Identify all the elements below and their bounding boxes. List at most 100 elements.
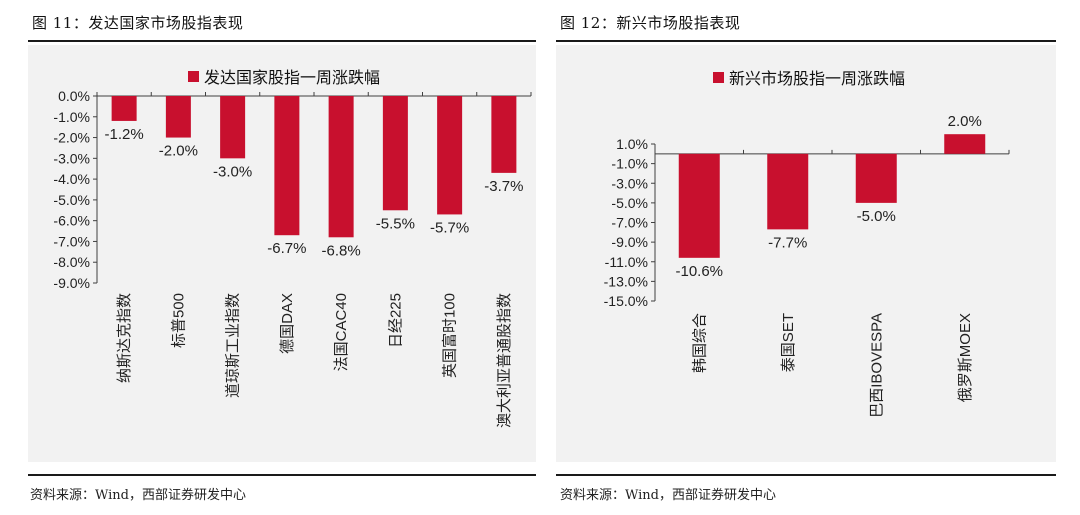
svg-text:俄罗斯MOEX: 俄罗斯MOEX bbox=[956, 313, 974, 402]
left-source-note: 资料来源：Wind，西部证券研发中心 bbox=[30, 488, 246, 503]
bar bbox=[855, 153, 897, 203]
svg-text:纳斯达克指数: 纳斯达克指数 bbox=[115, 293, 133, 383]
svg-text:巴西IBOVESPA: 巴西IBOVESPA bbox=[867, 313, 885, 418]
category-label-cjk: 德国 bbox=[278, 324, 296, 354]
category-label-latin: SET bbox=[780, 313, 797, 342]
legend-label: 新兴市场股指一周涨跌幅 bbox=[729, 69, 905, 88]
category-label-cjk: 泰国 bbox=[779, 342, 797, 372]
bar bbox=[437, 96, 463, 215]
y-tick-label: -5.0% bbox=[611, 195, 648, 211]
bar bbox=[111, 96, 137, 121]
svg-text:英国富时100: 英国富时100 bbox=[441, 293, 459, 378]
svg-text:泰国SET: 泰国SET bbox=[779, 313, 797, 372]
right-title-rule bbox=[556, 40, 1056, 42]
data-label: -3.7% bbox=[484, 178, 523, 195]
y-tick-label: -8.0% bbox=[53, 254, 90, 270]
category-label: 俄罗斯MOEX bbox=[956, 313, 974, 402]
y-tick-label: -6.0% bbox=[53, 213, 90, 229]
category-label: 巴西IBOVESPA bbox=[867, 313, 885, 418]
category-label-cjk: 纳斯达克指数 bbox=[115, 293, 133, 383]
left-source-rule bbox=[28, 474, 536, 476]
legend: 新兴市场股指一周涨跌幅 bbox=[713, 69, 905, 88]
y-tick-label: -11.0% bbox=[605, 254, 648, 270]
y-tick-label: -1.0% bbox=[611, 156, 648, 172]
data-label: -5.0% bbox=[857, 208, 896, 225]
data-label: 2.0% bbox=[948, 113, 982, 130]
category-label-cjk: 道琼斯工业指数 bbox=[224, 293, 242, 398]
left-title-rule bbox=[28, 40, 536, 42]
category-label-latin: DAX bbox=[279, 293, 296, 324]
bar bbox=[165, 96, 191, 138]
category-label-cjk: 巴西 bbox=[867, 388, 885, 418]
data-label: -2.0% bbox=[159, 143, 198, 160]
data-label: -6.8% bbox=[322, 242, 361, 259]
legend-label: 发达国家股指一周涨跌幅 bbox=[204, 68, 380, 87]
y-tick-label: -7.0% bbox=[611, 215, 648, 231]
category-label-cjk: 标普 bbox=[169, 318, 187, 348]
svg-text:澳大利亚普通股指数: 澳大利亚普通股指数 bbox=[495, 293, 513, 428]
bar bbox=[328, 96, 354, 238]
right-source-note: 资料来源：Wind，西部证券研发中心 bbox=[560, 488, 776, 503]
category-label-cjk: 日经 bbox=[386, 318, 404, 348]
svg-text:道琼斯工业指数: 道琼斯工业指数 bbox=[224, 293, 242, 398]
category-label: 英国富时100 bbox=[441, 293, 459, 378]
category-label: 日经225 bbox=[386, 293, 404, 348]
data-label: -7.7% bbox=[768, 234, 807, 251]
y-tick-label: -4.0% bbox=[53, 171, 90, 187]
data-label: -1.2% bbox=[105, 126, 144, 143]
y-tick-label: -3.0% bbox=[611, 175, 648, 191]
category-label: 泰国SET bbox=[779, 313, 797, 372]
svg-text:日经225: 日经225 bbox=[386, 293, 404, 348]
category-label-latin: CAC40 bbox=[333, 293, 350, 341]
category-label-latin: MOEX bbox=[957, 313, 974, 357]
category-label-latin: 225 bbox=[387, 293, 404, 318]
svg-text:标普500: 标普500 bbox=[169, 293, 187, 348]
y-tick-label: -2.0% bbox=[53, 130, 90, 146]
category-label: 道琼斯工业指数 bbox=[224, 293, 242, 398]
y-tick-label: -7.0% bbox=[53, 233, 90, 249]
right-chart-panel: 新兴市场股指一周涨跌幅 1.0% -1.0% -3.0% -5.0% -7.0% -9.0%… bbox=[556, 45, 1056, 462]
bar bbox=[491, 96, 517, 173]
legend: 发达国家股指一周涨跌幅 bbox=[188, 68, 380, 87]
category-label-latin: 500 bbox=[170, 293, 187, 318]
data-label: -10.6% bbox=[675, 263, 723, 280]
data-label: -5.5% bbox=[376, 215, 415, 232]
category-label-latin: IBOVESPA bbox=[868, 313, 885, 388]
right-figure-title: 图 12：新兴市场股指表现 bbox=[560, 14, 741, 32]
y-tick-label: -5.0% bbox=[53, 192, 90, 208]
y-tick-label: -9.0% bbox=[611, 234, 648, 250]
left-figure-title: 图 11：发达国家市场股指表现 bbox=[32, 14, 244, 32]
left-chart-panel: 发达国家股指一周涨跌幅 0.0% -1.0% -2.0% -3.0% -4.0% -5.0%… bbox=[28, 45, 536, 462]
bar bbox=[767, 153, 809, 230]
category-label: 德国DAX bbox=[278, 293, 296, 354]
y-tick-label: -15.0% bbox=[604, 293, 648, 309]
data-label: -3.0% bbox=[213, 163, 252, 180]
bar bbox=[944, 134, 986, 154]
category-label-cjk: 英国富时 bbox=[441, 318, 459, 378]
y-tick-label: -13.0% bbox=[604, 273, 648, 289]
bar bbox=[220, 96, 246, 159]
svg-text:德国DAX: 德国DAX bbox=[278, 293, 296, 354]
category-label: 标普500 bbox=[169, 293, 187, 348]
left-bar-chart: 发达国家股指一周涨跌幅 0.0% -1.0% -2.0% -3.0% -4.0% -5.0%… bbox=[53, 68, 532, 428]
bar bbox=[678, 153, 720, 258]
legend-swatch bbox=[188, 71, 199, 82]
data-label: -6.7% bbox=[267, 240, 306, 257]
right-source-rule bbox=[556, 474, 1056, 476]
category-label: 法国CAC40 bbox=[332, 293, 350, 371]
y-tick-label: -9.0% bbox=[53, 275, 90, 291]
category-label-cjk: 法国 bbox=[332, 341, 350, 371]
category-label-latin: 100 bbox=[442, 293, 459, 318]
svg-text:韩国综合: 韩国综合 bbox=[690, 313, 708, 373]
category-label-cjk: 韩国综合 bbox=[690, 313, 708, 373]
y-tick-label: -3.0% bbox=[53, 150, 90, 166]
y-tick-label: -1.0% bbox=[53, 109, 90, 125]
bar bbox=[274, 96, 300, 236]
legend-swatch bbox=[713, 72, 724, 83]
category-label-cjk: 澳大利亚普通股指数 bbox=[495, 293, 513, 428]
category-label: 韩国综合 bbox=[690, 313, 708, 373]
right-bar-chart: 新兴市场股指一周涨跌幅 1.0% -1.0% -3.0% -5.0% -7.0% -9.0%… bbox=[604, 69, 1010, 418]
svg-text:法国CAC40: 法国CAC40 bbox=[332, 293, 350, 371]
category-label: 纳斯达克指数 bbox=[115, 293, 133, 383]
data-label: -5.7% bbox=[430, 219, 469, 236]
